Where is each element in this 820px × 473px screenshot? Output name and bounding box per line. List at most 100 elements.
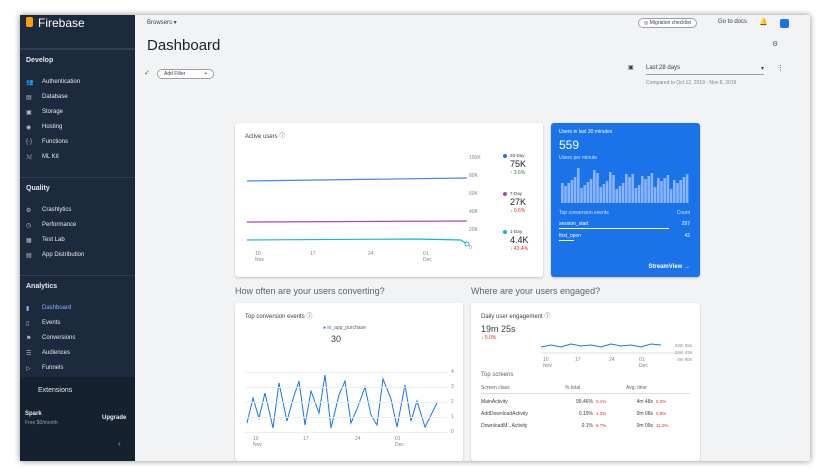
nav-item[interactable]: Performance xyxy=(42,222,77,228)
nav-item[interactable]: App Distribution xyxy=(42,252,85,258)
time-change: 11.0% xyxy=(656,423,669,428)
change: 0.6% xyxy=(513,208,526,214)
nav-item[interactable]: Test Lab xyxy=(42,237,65,243)
card-title: Daily user engagement ⓘ xyxy=(481,314,551,320)
line-end xyxy=(464,241,470,247)
legend-value: 27K xyxy=(510,197,527,207)
conv-value: 30 xyxy=(331,334,342,344)
grid-line xyxy=(245,387,447,388)
nav-icon: ℳ xyxy=(26,155,33,161)
rt-bar xyxy=(669,189,673,203)
avg-time: 4m 48s xyxy=(636,399,653,405)
change: 5.0% xyxy=(484,335,497,341)
frame: Firebase Extensions Spark Free $0/month … xyxy=(20,15,810,461)
rt-bar xyxy=(660,181,663,203)
upgrade-button[interactable]: Upgrade xyxy=(102,415,127,421)
plan: Spark xyxy=(25,411,42,417)
legend-dot xyxy=(503,192,507,196)
more-icon[interactable]: ⋮ xyxy=(777,65,784,72)
y-tick-label: 40K xyxy=(469,209,478,215)
x-tick-label: 17 xyxy=(575,357,581,363)
x-tick-label: 01 xyxy=(423,251,429,257)
y-tick-label: 0m 00s xyxy=(677,357,692,362)
x-tick-sub: Nov xyxy=(255,257,264,263)
title: Daily user engagement xyxy=(481,314,543,320)
legend-label: in_app_purchase xyxy=(327,325,366,331)
rt-value: 559 xyxy=(559,138,580,152)
bell-icon[interactable]: 🔔 xyxy=(759,19,768,26)
section: Top screens xyxy=(481,372,514,378)
legend-value: 75K xyxy=(510,159,527,169)
rt-bar xyxy=(682,177,686,203)
legend-change: ↓ 0.6% xyxy=(510,208,526,214)
collapse-icon[interactable]: ‹ xyxy=(118,439,121,448)
migration-button[interactable]: ◎ Migration checklist xyxy=(638,18,697,28)
divider xyxy=(20,177,135,178)
section-title: Analytics xyxy=(26,283,58,290)
line-28day xyxy=(246,177,468,182)
rt-rule xyxy=(559,228,669,229)
nav-item[interactable]: Funnels xyxy=(42,365,64,371)
sidebar: Firebase Extensions Spark Free $0/month … xyxy=(20,15,135,461)
rt-bar xyxy=(666,175,670,203)
rt-bar xyxy=(650,173,654,203)
rt-bar xyxy=(564,186,567,203)
y-tick-label: 23m 25s xyxy=(674,343,692,348)
table-header: % total xyxy=(565,385,581,391)
logo xyxy=(26,17,33,27)
y-tick-label: 0 xyxy=(469,245,472,251)
nav-item[interactable]: Dashboard xyxy=(42,305,72,311)
rt-count: 297 xyxy=(681,221,690,227)
screen-class: DownloadM...Activity xyxy=(481,423,528,429)
extensions[interactable]: Extensions xyxy=(38,387,73,394)
grid-line xyxy=(245,372,447,373)
nav-icon: ▤ xyxy=(26,95,32,101)
nav-item[interactable]: Events xyxy=(42,320,61,326)
x-tick-label: 01 xyxy=(639,357,645,363)
y-tick-label: 20K xyxy=(469,227,478,233)
rt-bar xyxy=(612,175,615,203)
date-selector[interactable]: Last 28 days ▾ xyxy=(646,65,764,75)
nav-item[interactable]: Functions xyxy=(42,139,69,145)
project-selector[interactable]: Browsers ▾ xyxy=(147,20,177,26)
rt-col2: Count xyxy=(676,210,690,216)
x-tick-label: 10 xyxy=(253,436,259,442)
eng-line xyxy=(540,343,662,348)
page-title: Dashboard xyxy=(147,37,221,54)
y-tick-label: 60K xyxy=(469,191,478,197)
compared: Compared to Oct 12, 2019 - Nov 8, 2019 xyxy=(646,80,737,86)
rt-bar xyxy=(580,188,583,203)
pct-change: 1.3% xyxy=(596,411,607,416)
x-tick-label: 24 xyxy=(609,357,615,363)
active-users-chart xyxy=(246,177,470,247)
rt-event: session_start xyxy=(559,221,589,227)
x-tick-label: 10 xyxy=(255,251,261,257)
docs-link[interactable]: Go to docs xyxy=(718,19,748,25)
legend-dot xyxy=(503,230,507,234)
divider xyxy=(20,49,135,50)
brand[interactable]: Firebase xyxy=(38,16,85,30)
settings-icon[interactable]: ⚙ xyxy=(772,41,779,48)
nav-item[interactable]: Hosting xyxy=(42,124,63,130)
screen-class: AddDownloadActivity xyxy=(481,411,528,417)
y-tick-label: 2 xyxy=(451,399,454,405)
streamview-link[interactable]: StreamView → xyxy=(648,264,690,270)
nav-item[interactable]: Audiences xyxy=(42,350,71,356)
section-title: Quality xyxy=(26,185,50,192)
rt-bar xyxy=(561,183,564,203)
nav-item[interactable]: Database xyxy=(42,94,68,100)
nav-item[interactable]: Authentication xyxy=(42,79,81,85)
pct-change: 0.1% xyxy=(596,399,607,404)
filter-button[interactable]: Add Filter + xyxy=(157,69,214,79)
nav-item[interactable]: Conversions xyxy=(42,335,76,341)
nav-item[interactable]: Crashlytics xyxy=(42,207,72,213)
y-tick-label: 4 xyxy=(451,369,454,375)
rt-bar xyxy=(628,177,631,203)
x-tick-sub: Dec xyxy=(395,442,404,448)
legend-name: 28-Day xyxy=(510,153,525,158)
nav-item[interactable]: Storage xyxy=(42,109,64,115)
rt-bar xyxy=(596,173,599,203)
avatar[interactable] xyxy=(780,19,789,28)
nav-item[interactable]: ML Kit xyxy=(42,154,59,160)
x-tick-label: 17 xyxy=(303,436,309,442)
